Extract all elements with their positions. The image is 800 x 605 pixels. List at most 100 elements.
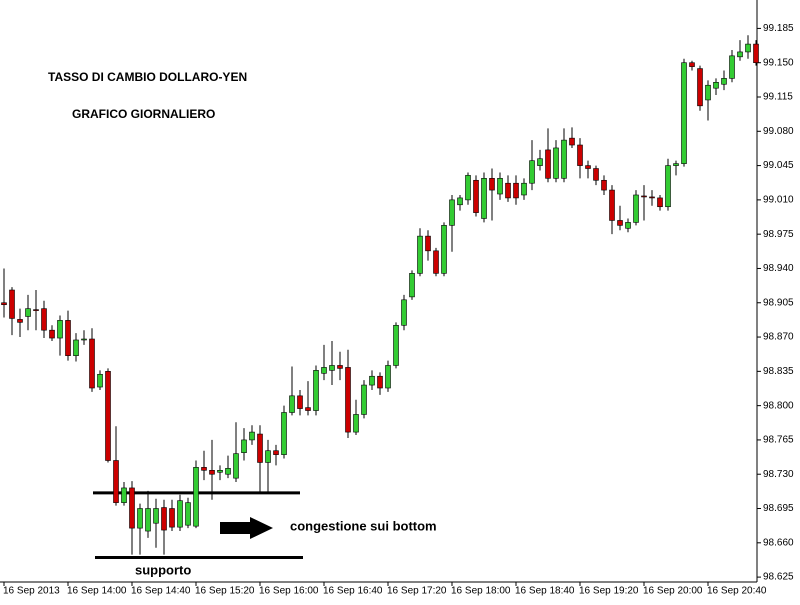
arrow xyxy=(220,517,273,539)
x-tick-label: 16 Sep 20:40 xyxy=(707,586,767,597)
candle-body xyxy=(625,222,631,229)
candle-body xyxy=(73,339,79,356)
candle-body xyxy=(593,168,599,181)
x-tick-label: 16 Sep 19:20 xyxy=(579,586,639,597)
candle-body xyxy=(537,158,543,166)
candle-body xyxy=(545,149,551,179)
x-tick-label: 16 Sep 18:00 xyxy=(451,586,511,597)
candle-body xyxy=(305,407,311,411)
candle-body xyxy=(377,375,383,389)
y-tick-label: 98.870 xyxy=(763,332,794,343)
candle-body xyxy=(9,289,15,319)
candle-body xyxy=(585,165,591,169)
y-tick-label: 99.115 xyxy=(763,92,793,103)
candle-body xyxy=(745,43,751,53)
candle-body xyxy=(433,250,439,274)
candle-body xyxy=(65,320,71,356)
x-tick-label: 16 Sep 14:00 xyxy=(67,586,127,597)
candle-body xyxy=(657,197,663,208)
candle-body xyxy=(145,508,151,532)
candle-body xyxy=(249,431,255,441)
candle-body xyxy=(481,178,487,219)
candle-body xyxy=(385,365,391,389)
candle-body xyxy=(473,179,479,213)
candle-body xyxy=(361,384,367,415)
candle-body xyxy=(217,470,223,473)
candle-body xyxy=(665,165,671,208)
candle-body xyxy=(577,144,583,166)
candle-body xyxy=(449,199,455,226)
annotation: congestione sui bottom xyxy=(290,518,437,533)
candle-body xyxy=(633,194,639,223)
candle-body xyxy=(89,338,95,389)
y-tick-label: 99.010 xyxy=(763,195,794,206)
candle-body xyxy=(97,373,103,388)
candle-body xyxy=(281,412,287,455)
candle-body xyxy=(113,460,119,503)
candle-body xyxy=(729,55,735,79)
y-tick-label: 98.730 xyxy=(763,469,794,480)
candle-body xyxy=(713,82,719,89)
candle-body xyxy=(105,371,111,461)
candle-body xyxy=(25,308,31,317)
y-tick-label: 98.835 xyxy=(763,366,794,377)
y-tick-label: 99.150 xyxy=(763,57,794,68)
candle-body xyxy=(33,309,39,311)
y-tick-label: 98.905 xyxy=(763,297,794,308)
x-tick-label: 16 Sep 17:20 xyxy=(387,586,447,597)
candle-body xyxy=(257,433,263,463)
x-tick-label: 16 Sep 15:20 xyxy=(195,586,255,597)
candle-body xyxy=(697,68,703,107)
candle-body xyxy=(345,367,351,433)
candle-body xyxy=(225,468,231,475)
candle-body xyxy=(273,450,279,455)
candle-body xyxy=(441,225,447,274)
candle-body xyxy=(609,189,615,221)
chart-title: TASSO DI CAMBIO DOLLARO-YEN xyxy=(48,70,247,84)
x-tick-label: 16 Sep 20:00 xyxy=(643,586,703,597)
candle-body xyxy=(425,235,431,252)
candle-body xyxy=(233,453,239,479)
candle-body xyxy=(617,220,623,226)
y-tick-label: 98.765 xyxy=(763,435,794,446)
y-tick-label: 98.975 xyxy=(763,229,794,240)
y-tick-label: 98.625 xyxy=(763,572,794,583)
candle-body xyxy=(241,439,247,453)
candle-body xyxy=(137,508,143,529)
x-tick-label: 16 Sep 16:40 xyxy=(323,586,383,597)
candle-body xyxy=(17,319,23,323)
y-tick-label: 99.185 xyxy=(763,23,794,34)
candle-body xyxy=(401,299,407,326)
candle-body xyxy=(561,139,567,179)
candle-body xyxy=(673,163,679,166)
annotation: supporto xyxy=(135,562,191,577)
candle-body xyxy=(321,367,327,374)
x-tick-label: 16 Sep 16:00 xyxy=(259,586,319,597)
candle-body xyxy=(393,324,399,366)
candle-body xyxy=(201,467,207,471)
y-tick-label: 98.660 xyxy=(763,537,794,548)
candle-body xyxy=(169,508,175,528)
y-tick-label: 99.080 xyxy=(763,126,794,137)
candle-body xyxy=(161,507,167,531)
candle-body xyxy=(121,487,127,503)
x-tick-label: 16 Sep 14:40 xyxy=(131,586,191,597)
candle-body xyxy=(185,502,191,526)
candle-body xyxy=(313,370,319,411)
candle-body xyxy=(1,302,7,306)
candle-body xyxy=(209,470,215,475)
candle-body xyxy=(457,197,463,206)
candle-body xyxy=(177,500,183,528)
y-tick-label: 98.940 xyxy=(763,263,794,274)
candle-body xyxy=(569,137,575,146)
candle-body xyxy=(737,51,743,58)
candle-body xyxy=(337,365,343,369)
candle-body xyxy=(601,179,607,191)
x-tick-label: 16 Sep 18:40 xyxy=(515,586,575,597)
candle-body xyxy=(297,395,303,409)
candle-body xyxy=(41,308,47,331)
candle-body xyxy=(513,182,519,199)
y-tick-label: 99.045 xyxy=(763,160,794,171)
